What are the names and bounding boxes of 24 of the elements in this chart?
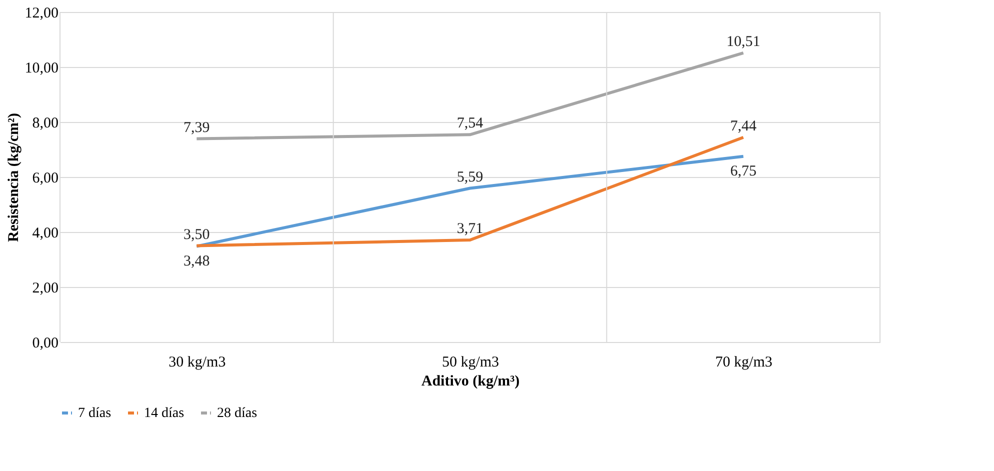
data-label: 5,59 bbox=[456, 169, 484, 186]
data-label: 3,50 bbox=[184, 226, 210, 243]
y-tick-label: 10,00 bbox=[24, 60, 58, 76]
y-axis-title: Resistencia (kg/cm²) bbox=[6, 112, 22, 242]
data-label: 6,75 bbox=[730, 163, 756, 180]
legend-label: 14 días bbox=[144, 406, 184, 421]
y-tick-label: 2,00 bbox=[32, 280, 58, 296]
x-axis-title: Aditivo (kg/m³) bbox=[421, 374, 520, 390]
data-label: 7,39 bbox=[184, 120, 210, 136]
y-tick-label: 0,00 bbox=[32, 336, 58, 352]
y-tick-label: 4,00 bbox=[32, 226, 58, 242]
data-label: 7,44 bbox=[730, 118, 757, 134]
y-tick-label: 6,00 bbox=[32, 170, 58, 186]
x-tick-label: 30 kg/m3 bbox=[168, 354, 226, 370]
x-tick-label: 70 kg/m3 bbox=[715, 354, 772, 370]
data-label: 10,51 bbox=[726, 34, 760, 50]
data-label: 7,54 bbox=[456, 116, 484, 132]
data-label: 3,71 bbox=[456, 220, 484, 237]
data-label: 3,48 bbox=[184, 253, 210, 270]
legend-label: 28 días bbox=[217, 406, 258, 421]
y-tick-label: 12,00 bbox=[24, 6, 58, 22]
y-tick-label: 8,00 bbox=[32, 116, 58, 132]
x-tick-label: 50 kg/m3 bbox=[442, 354, 500, 370]
legend-label: 7 días bbox=[78, 406, 112, 421]
